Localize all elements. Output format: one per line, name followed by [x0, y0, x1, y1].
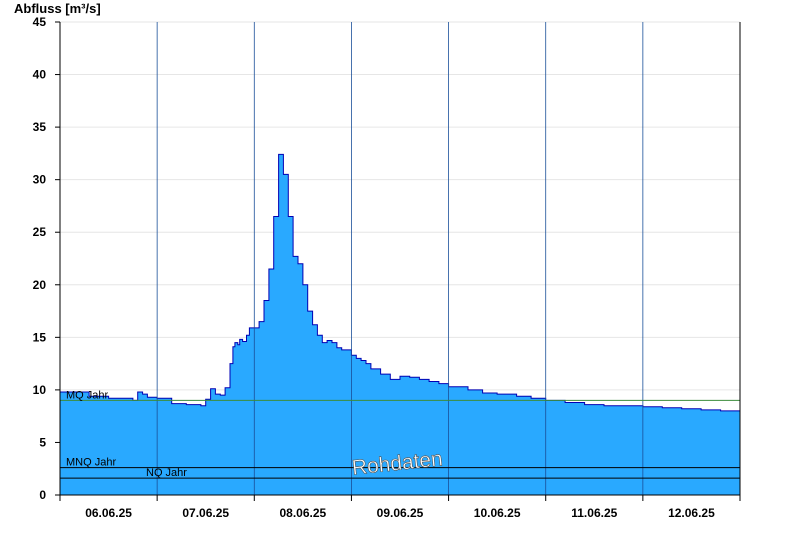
reference-line-label: MQ Jahr	[66, 389, 109, 401]
day-separator-layer	[156, 22, 644, 495]
discharge-line	[60, 153, 741, 412]
y-tick-label: 5	[39, 435, 46, 449]
reference-line-label: NQ Jahr	[146, 467, 187, 479]
y-tick-label: 35	[33, 120, 47, 134]
y-tick-label: 20	[33, 278, 47, 292]
x-tick-label: 09.06.25	[377, 506, 424, 520]
y-tick-label: 45	[33, 15, 47, 29]
y-tick-label: 15	[33, 330, 47, 344]
y-tick-label: 10	[33, 383, 47, 397]
y-tick-label: 40	[33, 68, 47, 82]
axes-layer	[55, 21, 741, 501]
y-tick-label: 25	[33, 225, 47, 239]
x-tick-label: 08.06.25	[279, 506, 326, 520]
x-tick-label: 07.06.25	[182, 506, 229, 520]
x-tick-label: 10.06.25	[474, 506, 521, 520]
x-tick-label: 11.06.25	[571, 506, 617, 520]
y-tick-label: 30	[33, 173, 47, 187]
x-tick-label: 12.06.25	[668, 506, 715, 520]
tick-labels-layer: 0 5 10 15 20 25 30 35 40 45 06.06.25 07.06.25 08.06.…	[33, 15, 715, 520]
discharge-area	[60, 154, 740, 495]
y-axis-title: Abfluss [m³/s]	[14, 1, 101, 16]
reference-line-label: MNQ Jahr	[66, 457, 116, 469]
y-tick-label: 0	[39, 488, 46, 502]
area-layer	[60, 153, 741, 495]
x-tick-label: 06.06.25	[85, 506, 132, 520]
